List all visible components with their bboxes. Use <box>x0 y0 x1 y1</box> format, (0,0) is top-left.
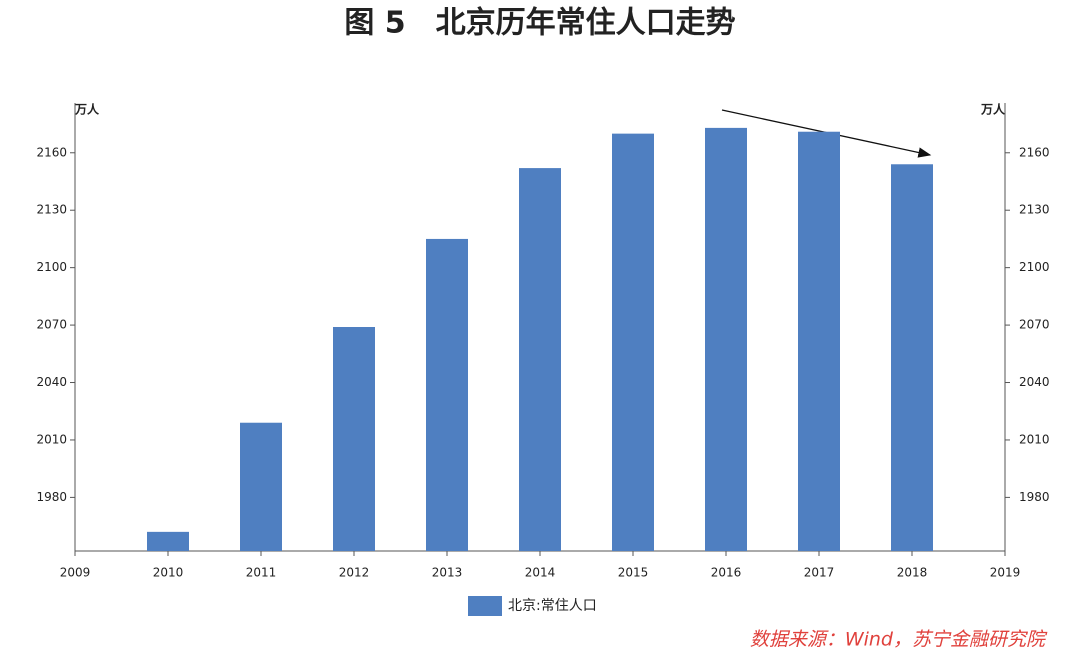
y-tick-label: 2010 <box>36 432 67 446</box>
y-tick-label: 2070 <box>36 318 67 332</box>
y-tick-label: 2160 <box>36 145 67 159</box>
y-tick-label: 2130 <box>36 203 67 217</box>
x-tick-label: 2009 <box>60 566 91 580</box>
x-tick-label: 2012 <box>339 566 370 580</box>
x-tick-label: 2019 <box>990 566 1021 580</box>
y-tick-label: 1980 <box>36 490 67 504</box>
y2-unit: 万人 <box>980 102 1006 117</box>
y-tick-label: 2100 <box>36 260 67 274</box>
bar <box>333 327 375 551</box>
y2-tick-label: 2040 <box>1019 375 1050 389</box>
y2-tick-label: 2160 <box>1019 145 1050 159</box>
x-tick-label: 2018 <box>897 566 928 580</box>
y2-tick-label: 1980 <box>1019 490 1050 504</box>
bar <box>612 133 654 551</box>
bar <box>519 168 561 552</box>
source-note: 数据来源：Wind，苏宁金融研究院 <box>750 629 1048 651</box>
y-tick-label: 2040 <box>36 375 67 389</box>
y2-tick-label: 2010 <box>1019 432 1050 446</box>
x-tick-label: 2011 <box>246 566 277 580</box>
bar <box>426 238 468 551</box>
bar <box>798 131 840 551</box>
bar <box>705 127 747 551</box>
x-tick-label: 2015 <box>618 566 649 580</box>
bar <box>147 531 189 551</box>
x-tick-label: 2013 <box>432 566 463 580</box>
bar <box>891 164 933 551</box>
y-unit: 万人 <box>74 102 100 117</box>
y2-tick-label: 2100 <box>1019 260 1050 274</box>
chart-title: 图 5 北京历年常住人口走势 <box>344 6 735 41</box>
y2-tick-label: 2070 <box>1019 318 1050 332</box>
x-tick-label: 2017 <box>804 566 835 580</box>
legend-swatch <box>468 596 502 616</box>
legend-label: 北京:常住人口 <box>508 598 597 614</box>
x-tick-label: 2014 <box>525 566 556 580</box>
x-tick-label: 2016 <box>711 566 742 580</box>
bar <box>240 422 282 551</box>
x-tick-label: 2010 <box>153 566 184 580</box>
y2-tick-label: 2130 <box>1019 203 1050 217</box>
